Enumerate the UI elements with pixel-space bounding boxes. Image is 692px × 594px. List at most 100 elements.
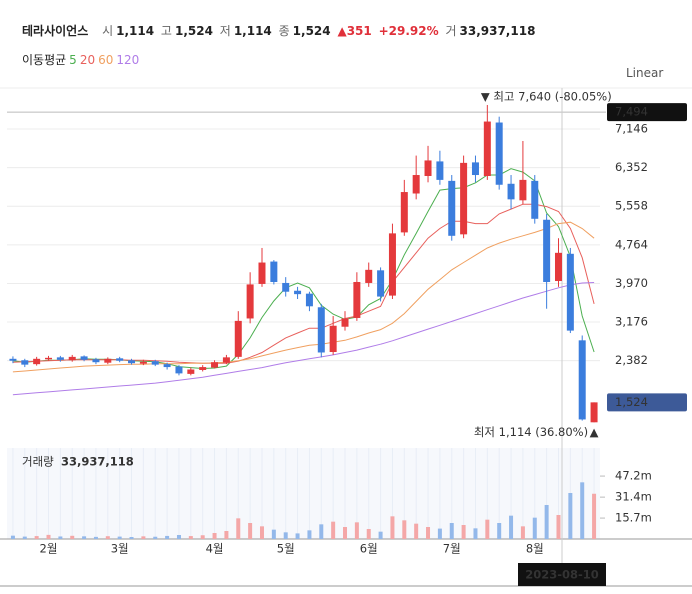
candle-body: [234, 320, 242, 357]
volume-bar: [93, 536, 98, 539]
stock-name: 테라사이언스: [22, 24, 89, 38]
volume-bar: [165, 535, 170, 539]
volume-bar: [224, 531, 229, 539]
legend-entry[interactable]: 5: [69, 53, 77, 67]
volume: 33,937,118: [459, 24, 536, 38]
legend-entry[interactable]: 20: [79, 53, 96, 67]
volume-bar: [568, 493, 573, 539]
volume-bar: [10, 535, 15, 539]
candle-body: [341, 318, 349, 327]
volume-title: 거래량: [22, 455, 54, 469]
volume-bar: [141, 536, 146, 539]
volume-bar: [236, 518, 241, 539]
y-tick-label: 4,764: [615, 237, 648, 251]
volume-bar: [461, 525, 466, 539]
candle-body: [282, 282, 290, 292]
open-label: 시: [102, 24, 114, 38]
y-tick-label: 2,382: [615, 353, 648, 367]
volume-bar: [343, 527, 348, 539]
close-label: 종: [278, 24, 290, 38]
ma-line: [12, 221, 595, 373]
ma-legend: 이동평균 5 20 60 120: [22, 51, 142, 68]
volume-bar: [283, 532, 288, 539]
volume-bar: [259, 526, 264, 539]
volume-bar: [22, 536, 27, 539]
candle-body: [222, 357, 230, 363]
y-tick-label: 6,352: [615, 160, 648, 174]
volume-bar: [449, 523, 454, 539]
candle-body: [388, 233, 396, 296]
crosshair-date: 2023-08-10: [525, 568, 599, 582]
volume-bar: [70, 535, 75, 539]
close: 1,524: [292, 24, 331, 38]
candle-body: [56, 357, 64, 360]
volume-bar: [82, 536, 87, 539]
candle-body: [21, 360, 29, 365]
volume-bar: [390, 516, 395, 539]
volume-bar: [592, 493, 597, 539]
candle-body: [495, 122, 503, 185]
candle-body: [45, 357, 53, 360]
y-tick-label: 5,558: [615, 199, 648, 213]
candle-body: [353, 281, 361, 318]
ma-line: [12, 282, 595, 396]
volume-bar: [414, 523, 419, 539]
volume-label: 거: [445, 24, 457, 38]
open: 1,114: [116, 24, 155, 38]
candle-body: [246, 284, 254, 319]
candle-body: [519, 179, 527, 201]
ma-legend-title: 이동평균: [22, 53, 67, 67]
volume-bar: [319, 524, 324, 539]
volume-bar: [295, 533, 300, 539]
candle-body: [507, 183, 515, 200]
volume-bar: [485, 519, 490, 539]
volume-bar: [105, 536, 110, 539]
volume-bar: [544, 505, 549, 539]
volume-bar: [153, 536, 158, 539]
volume-bar: [34, 536, 39, 539]
y-tick-label: 3,176: [615, 315, 648, 329]
candle-body: [305, 293, 313, 307]
change-pct: +29.92%: [378, 24, 439, 38]
volume-tick-label: 15.7m: [615, 511, 652, 525]
high-label: 고: [160, 24, 172, 38]
candle-body: [258, 262, 266, 284]
candle-body: [211, 362, 219, 368]
crosshair-price-tag: [607, 103, 687, 122]
change-arrow: ▲: [337, 24, 347, 38]
volume-tick-label: 31.4m: [615, 490, 652, 504]
volume-bar: [188, 536, 193, 539]
candle-body: [400, 192, 408, 233]
candle-body: [471, 162, 479, 176]
candle-body: [365, 269, 373, 283]
volume-bar: [473, 528, 478, 539]
volume-bar: [509, 515, 514, 539]
volume-bar: [58, 536, 63, 539]
volume-bar: [402, 520, 407, 539]
volume-tick-label: 47.2m: [615, 469, 652, 483]
legend-entry[interactable]: 120: [116, 53, 140, 67]
candle-body: [483, 121, 491, 176]
volume-bar: [532, 517, 537, 539]
x-tick-label: 4월: [206, 542, 224, 556]
volume-bar: [129, 537, 134, 539]
candle-body: [175, 366, 183, 374]
volume-bar: [520, 526, 525, 539]
volume-bar: [117, 536, 122, 539]
x-tick-label: 5월: [277, 542, 295, 556]
scale-mode[interactable]: Linear: [626, 66, 664, 80]
candle-body: [578, 340, 586, 420]
x-tick-label: 8월: [526, 542, 544, 556]
volume-bar: [354, 522, 359, 539]
volume-bar: [366, 529, 371, 539]
candle-body: [554, 252, 562, 282]
change: 351: [346, 24, 372, 38]
legend-entry[interactable]: 60: [98, 53, 114, 67]
candle-body: [543, 219, 551, 282]
volume-bar: [200, 535, 205, 539]
volume-bar: [212, 533, 217, 539]
crosshair-date-tag: [518, 563, 606, 586]
max-annotation: 최고 7,640 (-80.05%): [493, 90, 611, 104]
candle-body: [294, 290, 302, 295]
